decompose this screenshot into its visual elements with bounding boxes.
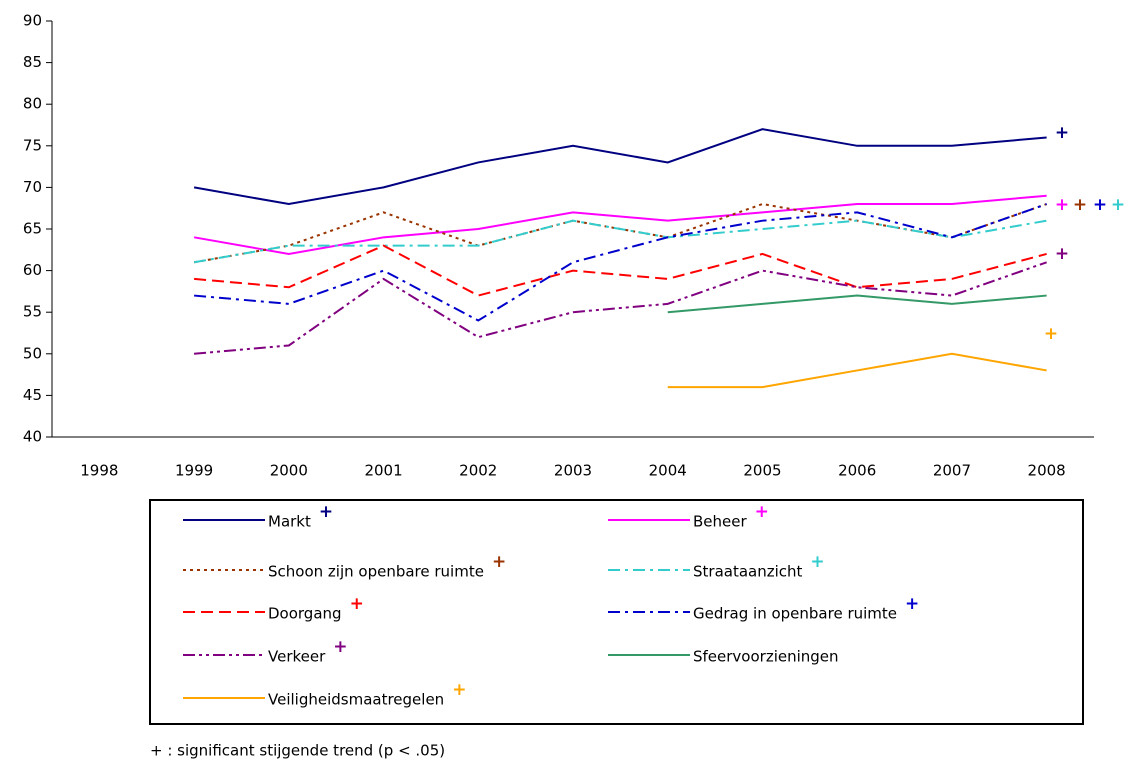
x-tick-label: 2002 [459,462,497,480]
y-tick-label: 45 [23,386,42,404]
legend-label: Straataanzicht [693,563,803,581]
trend-marker: + [1044,324,1058,344]
trend-marker: + [1055,123,1069,143]
trend-marker: + [1055,244,1069,264]
x-tick-label: 2004 [649,462,687,480]
trend-marker: + [1111,195,1124,215]
x-tick-label: 2000 [270,462,308,480]
y-tick-label: 65 [23,220,42,238]
y-tick-label: 55 [23,303,42,321]
legend-trend-marker: + [350,594,364,614]
y-tick-label: 40 [23,428,42,446]
x-tick-label: 2003 [554,462,592,480]
y-tick-label: 90 [23,12,42,30]
series-line [193,219,1047,264]
series-line [193,203,1047,264]
y-tick-label: 50 [23,344,42,362]
series-line [667,294,1047,314]
y-tick-label: 85 [23,53,42,71]
trend-marker: + [1073,195,1087,215]
legend-trend-marker: + [452,680,466,700]
legend-label: Beheer [693,513,747,531]
x-tick-label: 1998 [80,462,118,480]
series-line [193,128,1047,206]
legend-label: Markt [268,513,311,531]
legend-trend-marker: + [333,637,347,657]
x-tick-label: 1999 [175,462,213,480]
legend-trend-marker: + [755,502,769,522]
series-line [667,352,1047,389]
x-tick-label: 2007 [933,462,971,480]
trend-marker: + [1093,195,1107,215]
y-tick-label: 75 [23,136,42,154]
series-line [194,244,1047,297]
legend-label: Verkeer [268,648,326,666]
x-tick-label: 2005 [743,462,781,480]
x-tick-label: 2008 [1028,462,1066,480]
legend-trend-marker: + [905,594,919,614]
legend-trend-marker: + [319,502,333,522]
legend-label: Schoon zijn openbare ruimte [268,563,484,581]
legend-label: Sfeervoorzieningen [693,648,839,666]
footnote: + : significant stijgende trend (p < .05… [150,742,445,760]
y-tick-label: 60 [23,261,42,279]
y-tick-label: 80 [23,95,42,113]
x-tick-label: 2001 [364,462,402,480]
series-line [194,203,1047,322]
series-line [194,261,1047,355]
y-tick-label: 70 [23,178,42,196]
legend-trend-marker: + [810,552,824,572]
legend-box [149,499,1084,725]
legend-label: Gedrag in openbare ruimte [693,605,897,623]
x-tick-label: 2006 [838,462,876,480]
legend-label: Doorgang [268,605,342,623]
legend-label: Veiligheidsmaatregelen [268,691,444,709]
legend-trend-marker: + [492,552,506,572]
trend-marker: + [1055,195,1069,215]
